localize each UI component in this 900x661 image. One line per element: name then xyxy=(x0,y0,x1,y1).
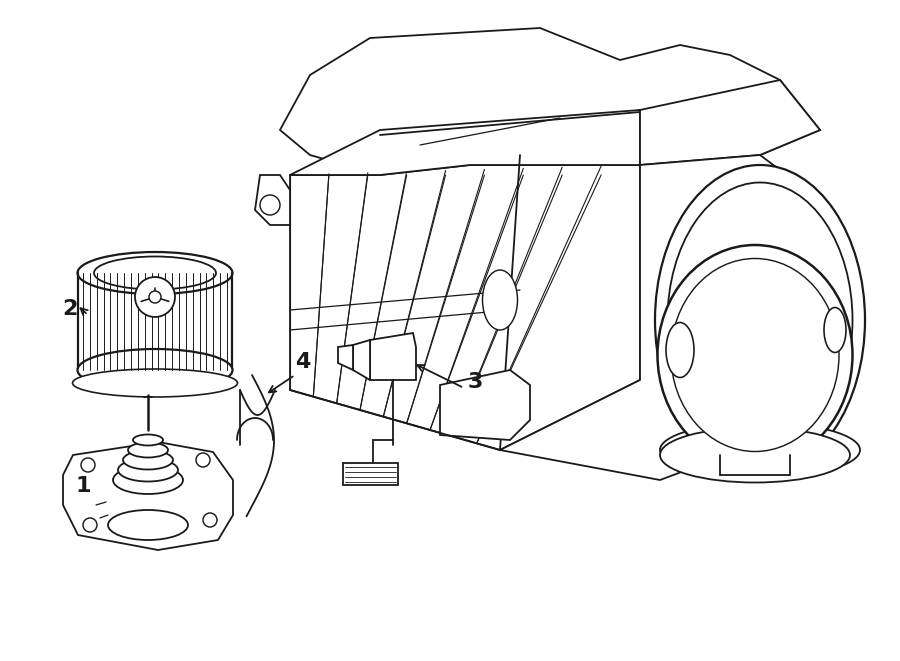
Ellipse shape xyxy=(108,510,188,540)
Ellipse shape xyxy=(668,182,852,457)
Polygon shape xyxy=(343,463,398,485)
Circle shape xyxy=(196,453,210,467)
Ellipse shape xyxy=(666,323,694,377)
Ellipse shape xyxy=(482,270,518,330)
Circle shape xyxy=(135,277,175,317)
Polygon shape xyxy=(290,110,640,175)
Polygon shape xyxy=(63,442,233,550)
Ellipse shape xyxy=(655,165,865,475)
Circle shape xyxy=(260,195,280,215)
Ellipse shape xyxy=(658,245,852,465)
Polygon shape xyxy=(290,165,640,450)
Polygon shape xyxy=(280,28,820,175)
Polygon shape xyxy=(353,340,370,380)
Ellipse shape xyxy=(77,252,232,294)
Ellipse shape xyxy=(113,466,183,494)
Ellipse shape xyxy=(118,459,178,481)
Polygon shape xyxy=(338,345,353,370)
Text: 2: 2 xyxy=(62,299,77,319)
Polygon shape xyxy=(640,80,820,165)
Ellipse shape xyxy=(133,434,163,446)
Ellipse shape xyxy=(660,422,860,477)
Circle shape xyxy=(81,458,95,472)
Ellipse shape xyxy=(73,369,238,397)
Ellipse shape xyxy=(77,349,232,391)
Polygon shape xyxy=(500,155,820,480)
Ellipse shape xyxy=(671,258,839,451)
Circle shape xyxy=(203,513,217,527)
Text: 4: 4 xyxy=(295,352,310,372)
Ellipse shape xyxy=(123,451,173,469)
Ellipse shape xyxy=(660,428,850,483)
Polygon shape xyxy=(440,370,530,440)
Circle shape xyxy=(83,518,97,532)
Ellipse shape xyxy=(824,307,846,352)
Polygon shape xyxy=(370,333,416,380)
Text: 3: 3 xyxy=(468,372,483,392)
Ellipse shape xyxy=(94,256,216,290)
Text: 1: 1 xyxy=(75,476,91,496)
Ellipse shape xyxy=(128,442,168,457)
Polygon shape xyxy=(255,175,290,225)
Circle shape xyxy=(149,291,161,303)
